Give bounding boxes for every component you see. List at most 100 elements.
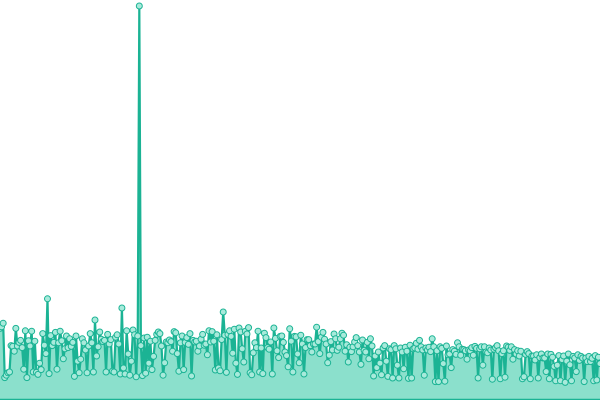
data-point[interactable] (6, 368, 13, 376)
data-point[interactable] (441, 377, 449, 385)
data-point[interactable] (249, 349, 257, 357)
data-point[interactable] (295, 359, 303, 367)
data-point[interactable] (216, 367, 224, 375)
data-point[interactable] (561, 378, 569, 386)
data-point[interactable] (227, 332, 235, 340)
data-point[interactable] (75, 369, 83, 377)
data-point[interactable] (184, 340, 192, 348)
data-point[interactable] (442, 342, 450, 350)
data-point[interactable] (420, 371, 428, 379)
data-point[interactable] (593, 376, 600, 384)
data-point[interactable] (368, 342, 376, 350)
data-point[interactable] (289, 368, 297, 376)
data-point[interactable] (86, 330, 94, 338)
data-point[interactable] (26, 342, 34, 350)
data-point[interactable] (354, 342, 362, 350)
data-point[interactable] (12, 324, 20, 332)
data-point[interactable] (313, 323, 321, 331)
data-point[interactable] (395, 374, 403, 382)
data-point[interactable] (389, 374, 397, 382)
data-point[interactable] (325, 351, 333, 359)
data-point[interactable] (43, 295, 51, 303)
data-point[interactable] (243, 330, 251, 338)
data-point[interactable] (268, 370, 276, 378)
data-point[interactable] (118, 304, 126, 312)
data-point[interactable] (366, 335, 374, 343)
data-point[interactable] (479, 361, 487, 369)
data-point[interactable] (594, 353, 600, 361)
data-point[interactable] (21, 327, 29, 335)
data-point[interactable] (10, 347, 18, 355)
data-point[interactable] (69, 338, 77, 346)
data-point[interactable] (416, 336, 424, 344)
data-point[interactable] (88, 339, 96, 347)
data-point[interactable] (447, 364, 455, 372)
data-point[interactable] (167, 338, 175, 346)
data-point[interactable] (463, 355, 471, 363)
data-point[interactable] (316, 350, 324, 358)
data-point[interactable] (135, 2, 143, 10)
data-point[interactable] (520, 373, 528, 381)
data-point[interactable] (370, 372, 378, 380)
data-point[interactable] (91, 316, 99, 324)
data-point[interactable] (275, 354, 283, 362)
data-point[interactable] (382, 357, 390, 365)
data-point[interactable] (102, 368, 110, 376)
data-point[interactable] (324, 359, 332, 367)
data-point[interactable] (362, 348, 370, 356)
data-point[interactable] (156, 330, 164, 338)
data-point[interactable] (287, 337, 295, 345)
data-point[interactable] (148, 366, 156, 374)
data-point[interactable] (279, 338, 287, 346)
data-point[interactable] (94, 343, 102, 351)
data-point[interactable] (352, 334, 360, 342)
data-point[interactable] (20, 365, 28, 373)
data-point[interactable] (208, 328, 216, 336)
data-point[interactable] (56, 327, 64, 335)
data-point[interactable] (270, 324, 278, 332)
data-point[interactable] (58, 337, 66, 345)
data-point[interactable] (566, 361, 574, 369)
data-point[interactable] (254, 327, 262, 335)
data-point[interactable] (248, 371, 256, 379)
data-point[interactable] (376, 359, 384, 367)
data-point[interactable] (34, 370, 42, 378)
data-point[interactable] (596, 360, 600, 368)
data-point[interactable] (161, 359, 169, 367)
data-point[interactable] (568, 377, 575, 385)
data-point[interactable] (501, 373, 509, 381)
data-point[interactable] (80, 339, 88, 347)
data-point[interactable] (142, 369, 150, 377)
data-point[interactable] (17, 336, 25, 344)
data-point[interactable] (469, 351, 477, 359)
data-point[interactable] (124, 350, 132, 358)
data-point[interactable] (439, 360, 447, 368)
data-point[interactable] (23, 374, 31, 382)
data-point[interactable] (294, 350, 302, 358)
data-point[interactable] (262, 334, 270, 342)
data-point[interactable] (39, 330, 47, 338)
data-point[interactable] (186, 330, 194, 338)
data-point[interactable] (59, 355, 67, 363)
data-point[interactable] (488, 375, 496, 383)
data-point[interactable] (213, 331, 221, 339)
data-point[interactable] (47, 332, 55, 340)
data-point[interactable] (115, 340, 123, 348)
data-point[interactable] (245, 324, 253, 332)
data-point[interactable] (335, 343, 343, 351)
data-point[interactable] (273, 347, 281, 355)
data-point[interactable] (580, 378, 588, 386)
data-point[interactable] (374, 348, 382, 356)
data-point[interactable] (151, 336, 159, 344)
data-point[interactable] (172, 329, 180, 337)
data-point[interactable] (238, 345, 246, 353)
data-point[interactable] (344, 358, 352, 366)
data-point[interactable] (232, 359, 240, 367)
data-point[interactable] (18, 344, 26, 352)
data-point[interactable] (42, 350, 50, 358)
data-point[interactable] (110, 368, 118, 376)
data-point[interactable] (123, 327, 131, 335)
data-point[interactable] (308, 348, 316, 356)
data-point[interactable] (284, 363, 292, 371)
data-point[interactable] (509, 355, 517, 363)
